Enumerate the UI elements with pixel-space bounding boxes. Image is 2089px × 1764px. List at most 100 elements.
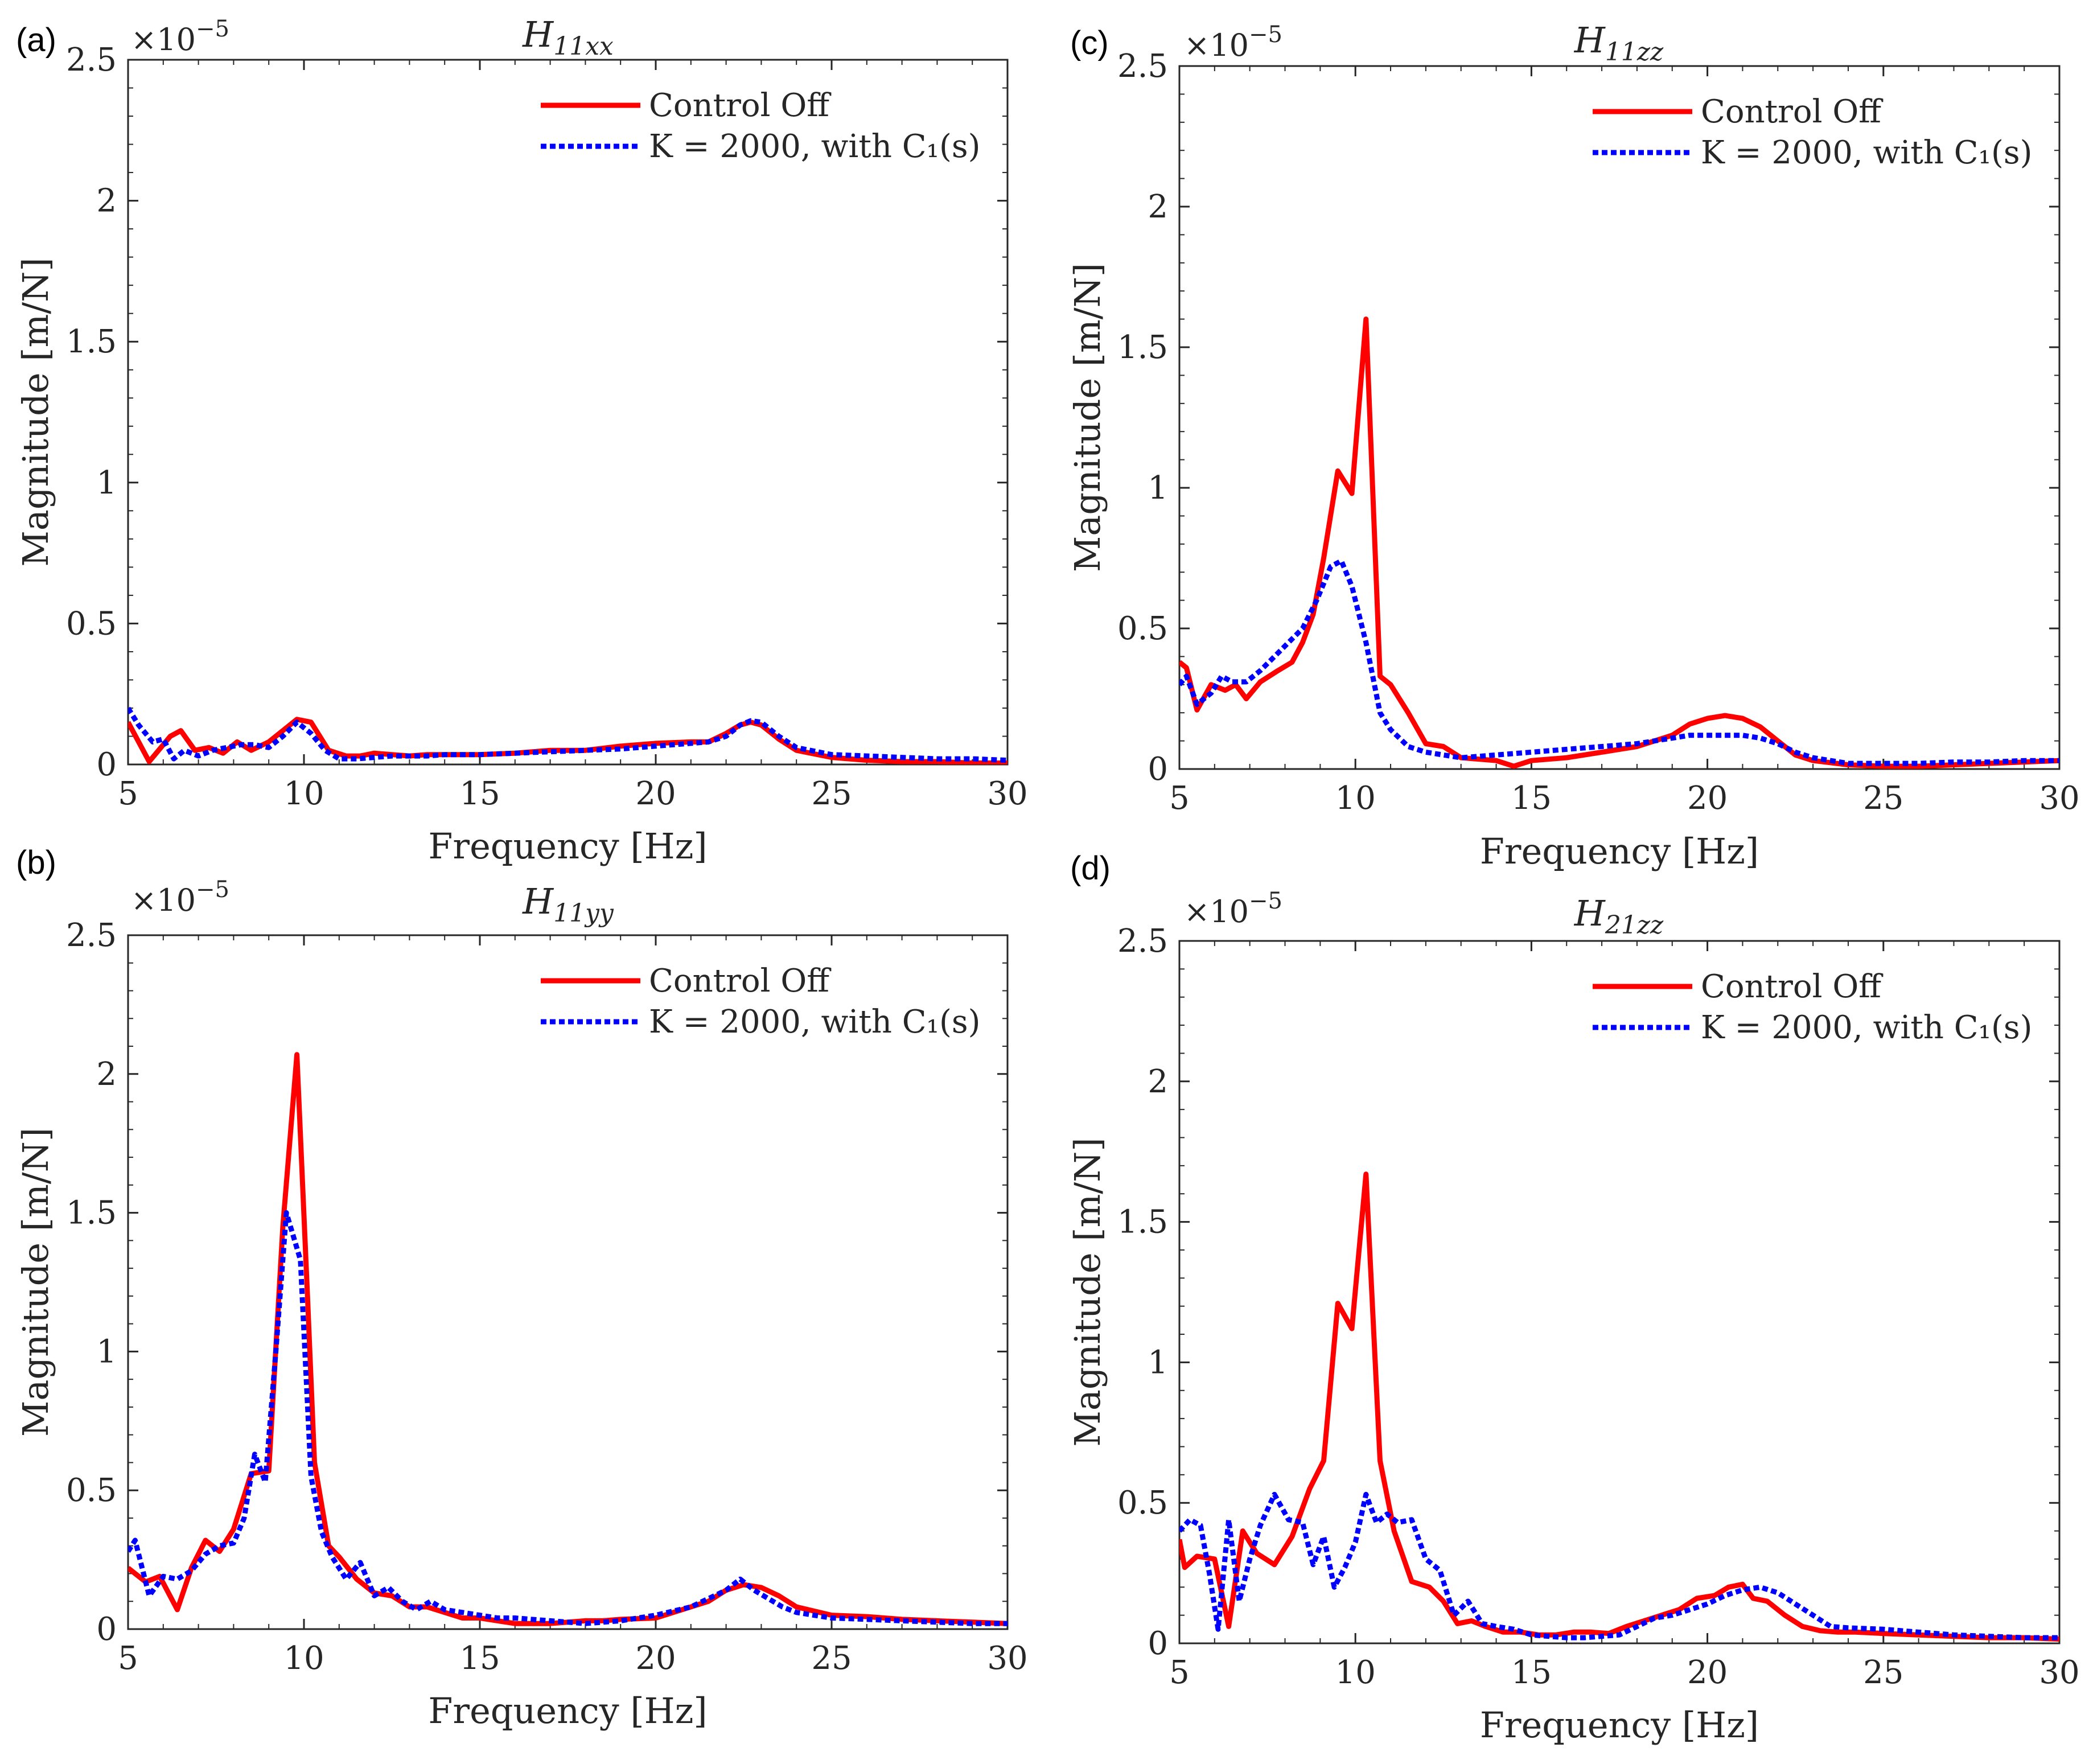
y-multiplier: ×10−5	[131, 877, 229, 918]
y-multiplier-base: ×10	[1184, 894, 1249, 930]
y-multiplier: ×10−5	[131, 16, 229, 57]
legend-label: K = 2000, with C₁(s)	[649, 1004, 980, 1041]
panel-letter: (b)	[16, 844, 56, 881]
x-tick-label: 15	[459, 775, 500, 812]
series-line-k2000	[128, 1210, 1008, 1626]
y-axis-label: Magnitude [m/N]	[1067, 263, 1108, 572]
y-axis-label: Magnitude [m/N]	[15, 257, 56, 566]
series-line-k2000	[1179, 1491, 2059, 1640]
series-line-k2000	[128, 706, 1008, 763]
y-axis-label: Magnitude [m/N]	[1067, 1137, 1108, 1446]
legend-label: K = 2000, with C₁(s)	[1701, 134, 2032, 171]
plot-frame	[127, 59, 1009, 766]
x-axis-label: Frequency [Hz]	[1480, 1704, 1759, 1746]
chart-title-main: H	[1574, 19, 1606, 61]
legend-label: Control Off	[1701, 93, 1884, 130]
chart-title: H11yy	[522, 881, 614, 928]
x-tick-label: 25	[811, 1640, 852, 1677]
x-tick-label: 5	[118, 775, 138, 812]
series-line-control-off	[1179, 316, 2059, 769]
y-tick-label: 1	[96, 464, 117, 501]
y-tick-label: 2.5	[66, 917, 117, 954]
x-tick-label: 30	[987, 775, 1027, 812]
y-tick-label: 2.5	[1117, 923, 1168, 960]
x-tick-label: 5	[118, 1640, 138, 1677]
y-tick-label: 2.5	[66, 42, 117, 79]
y-tick-label: 1	[1148, 470, 1168, 507]
legend-label: Control Off	[649, 963, 832, 1000]
chart-title-main: H	[522, 881, 554, 922]
y-tick-label: 2	[96, 183, 117, 220]
x-tick-label: 10	[283, 1640, 324, 1677]
y-tick-label: 2.5	[1117, 48, 1168, 85]
y-axis-label: Magnitude [m/N]	[15, 1128, 56, 1437]
x-tick-label: 15	[1511, 1654, 1552, 1691]
chart-panel-d: (d) H21zz ×10−5 5 10 15 20 25 30 0 0.5 1 1.5 2 2.5 Freq…	[1067, 850, 2080, 1746]
legend-label: K = 2000, with C₁(s)	[1701, 1009, 2032, 1046]
legend-label: Control Off	[1701, 968, 1884, 1005]
y-tick-label: 0	[1148, 1625, 1168, 1662]
y-tick-label: 0	[96, 1611, 117, 1648]
x-tick-label: 25	[811, 775, 852, 812]
x-axis-label: Frequency [Hz]	[1480, 830, 1759, 872]
x-tick-label: 30	[2039, 1654, 2079, 1691]
plot-frame	[1178, 940, 2061, 1644]
y-tick-label: 1.5	[1117, 1204, 1168, 1241]
y-tick-label: 0.5	[1117, 610, 1168, 647]
y-multiplier-exponent: −5	[196, 877, 229, 903]
y-multiplier: ×10−5	[1184, 888, 1282, 930]
x-tick-label: 25	[1863, 780, 1903, 817]
chart-title-main: H	[522, 14, 554, 55]
chart-title-subscript: 11zz	[1605, 38, 1664, 67]
y-tick-label: 1.5	[66, 323, 117, 360]
chart-title: H11zz	[1574, 19, 1664, 67]
chart-title-subscript: 11yy	[553, 899, 614, 928]
x-tick-label: 20	[635, 775, 676, 812]
y-tick-label: 0.5	[1117, 1485, 1168, 1522]
chart-title-main: H	[1574, 893, 1606, 934]
series-line-k2000	[1179, 558, 2059, 766]
chart-title: H21zz	[1574, 893, 1664, 940]
legend-label: K = 2000, with C₁(s)	[649, 128, 980, 165]
x-tick-label: 20	[635, 1640, 676, 1677]
y-tick-label: 0	[96, 746, 117, 783]
chart-panel-c: (c) H11zz ×10−5 5 10 15 20 25 30 0 0.5 1 1.5 2 2.5 Freq…	[1067, 19, 2080, 872]
series-line-control-off	[1179, 1171, 2059, 1642]
x-axis-label: Frequency [Hz]	[428, 825, 707, 867]
x-tick-label: 25	[1863, 1654, 1903, 1691]
x-tick-label: 30	[2039, 780, 2079, 817]
x-tick-label: 15	[459, 1640, 500, 1677]
series-line-control-off	[128, 1052, 1008, 1626]
panel-letter: (a)	[16, 22, 56, 59]
y-tick-label: 0.5	[66, 1472, 117, 1509]
y-tick-label: 1	[1148, 1344, 1168, 1381]
y-multiplier-exponent: −5	[1249, 22, 1282, 48]
x-tick-label: 5	[1169, 1654, 1190, 1691]
y-tick-label: 1.5	[66, 1195, 117, 1232]
y-tick-label: 0	[1148, 751, 1168, 788]
y-multiplier-exponent: −5	[196, 16, 229, 42]
y-tick-label: 2	[1148, 1063, 1168, 1100]
y-multiplier-base: ×10	[131, 22, 196, 57]
x-tick-label: 20	[1687, 1654, 1728, 1691]
x-tick-label: 10	[283, 775, 324, 812]
y-tick-label: 1	[96, 1333, 117, 1370]
panel-letter: (c)	[1070, 24, 1109, 61]
y-multiplier-exponent: −5	[1249, 888, 1282, 914]
y-multiplier-base: ×10	[1184, 27, 1249, 63]
y-tick-label: 2	[1148, 188, 1168, 225]
y-multiplier-base: ×10	[131, 882, 196, 918]
x-tick-label: 20	[1687, 780, 1728, 817]
chart-panel-b: (b) H11yy ×10−5 5 10 15 20 25 30 0 0.5 1 1.5 2 2.5 Freq…	[15, 844, 1028, 1732]
x-tick-label: 10	[1335, 1654, 1376, 1691]
x-tick-label: 30	[987, 1640, 1027, 1677]
plot-frame	[1178, 65, 2061, 770]
y-tick-label: 0.5	[66, 605, 117, 642]
chart-panel-a: (a) H11xx ×10−5 5 10 15 20 25 30 0 0.5 1 1.5 2 2.5 Freq…	[15, 14, 1028, 867]
chart-title: H11xx	[522, 14, 614, 61]
x-tick-label: 5	[1169, 780, 1190, 817]
legend-label: Control Off	[649, 87, 832, 124]
x-axis-label: Frequency [Hz]	[428, 1690, 707, 1732]
panel-letter: (d)	[1070, 850, 1111, 887]
